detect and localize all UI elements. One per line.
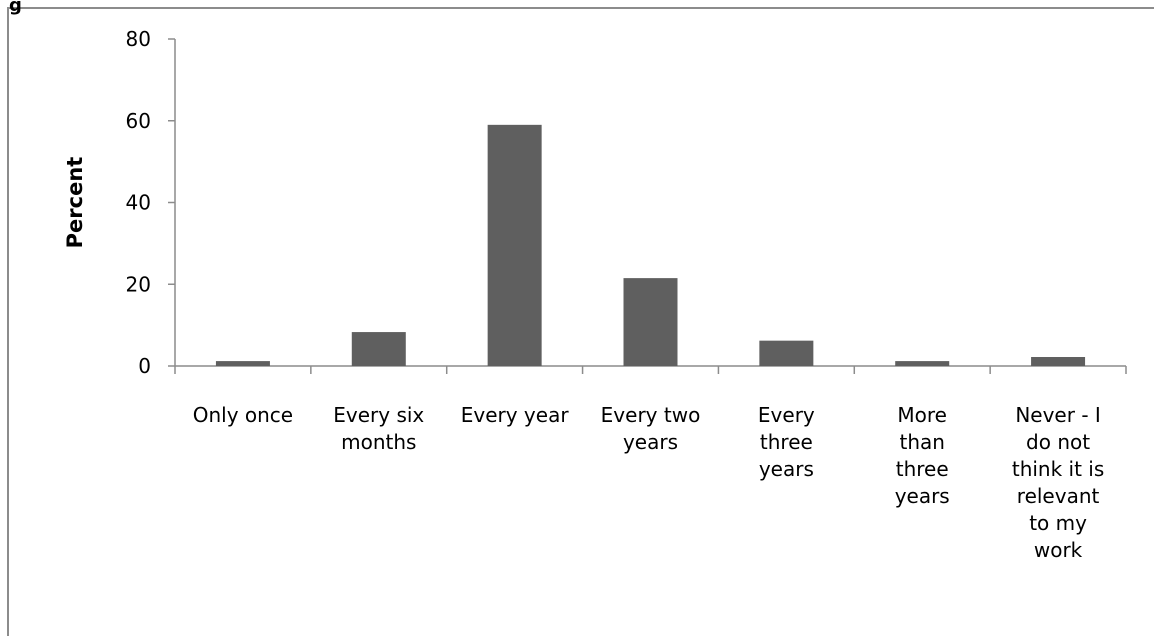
bar <box>759 340 814 366</box>
category-label: Every year <box>461 403 570 427</box>
bar <box>215 361 270 366</box>
bar <box>1031 357 1086 366</box>
category-label: Only once <box>193 403 293 427</box>
y-tick-label: 80 <box>126 27 151 51</box>
category-label: More than three years <box>895 403 950 508</box>
chart-frame: g 0 20 40 60 80 Only once Every six months Ever… <box>7 0 1154 636</box>
category-label: Every six months <box>333 403 424 454</box>
bar-chart: 0 20 40 60 80 Only once Every six months Every … <box>63 27 1127 562</box>
bar <box>351 332 406 366</box>
y-tick-label: 0 <box>138 354 151 378</box>
category-labels: Only once Every six months Every year Every … <box>193 403 1105 562</box>
category-label: Every three years <box>758 403 815 481</box>
bar <box>487 124 542 367</box>
y-axis-title: Percent <box>63 157 87 249</box>
y-tick-label: 60 <box>126 109 151 133</box>
caption-fragment: g <box>9 0 22 16</box>
y-tick-label: 20 <box>126 272 151 296</box>
bar <box>623 278 678 366</box>
y-axis: 0 20 40 60 80 <box>126 27 176 378</box>
bar <box>895 361 950 366</box>
x-axis <box>174 365 1127 374</box>
bars <box>215 124 1086 367</box>
y-tick-label: 40 <box>126 191 151 215</box>
category-label: Every two years <box>601 403 701 454</box>
